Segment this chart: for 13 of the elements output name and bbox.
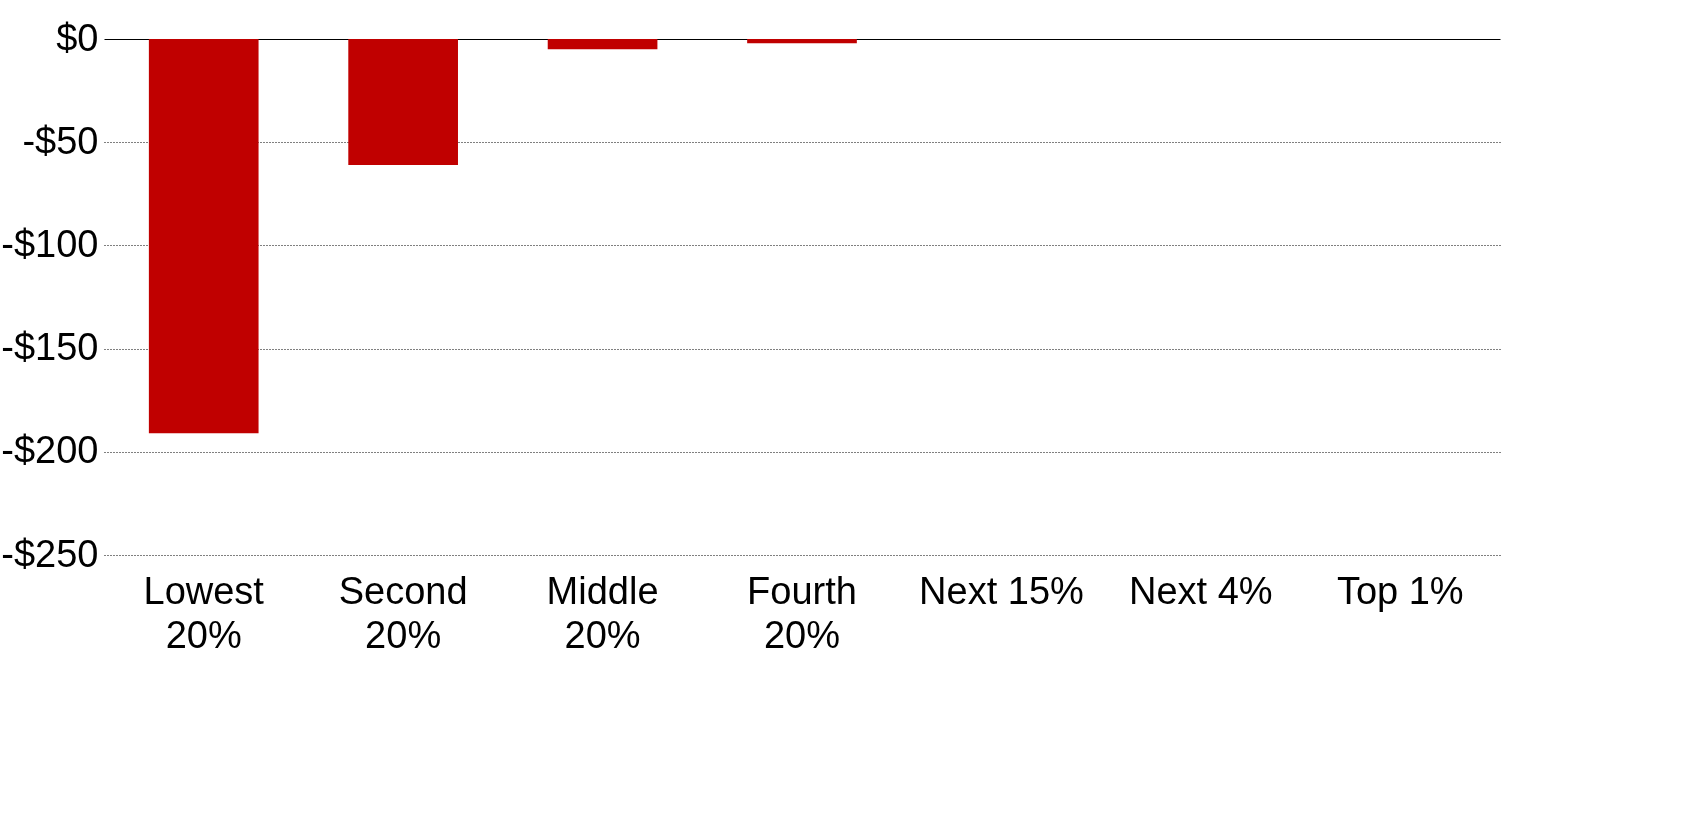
x-tick-label: Next 4% — [1129, 569, 1273, 612]
y-tick-label: -$150 — [1, 326, 99, 369]
x-tick-label: Next 15% — [919, 569, 1084, 612]
y-tick-label: -$200 — [1, 429, 99, 472]
x-tick-label: Second 20% — [338, 569, 468, 656]
x-tick-label: Fourth 20% — [747, 569, 857, 656]
x-tick-label: Lowest 20% — [143, 569, 265, 656]
x-tick-label: Middle 20% — [546, 569, 659, 656]
y-tick-label: -$50 — [22, 119, 99, 162]
y-tick-label: -$250 — [1, 532, 99, 575]
x-tick-label: Top 1% — [1336, 569, 1464, 612]
y-tick-label: -$100 — [1, 222, 99, 265]
y-tick-label: $0 — [56, 16, 99, 59]
